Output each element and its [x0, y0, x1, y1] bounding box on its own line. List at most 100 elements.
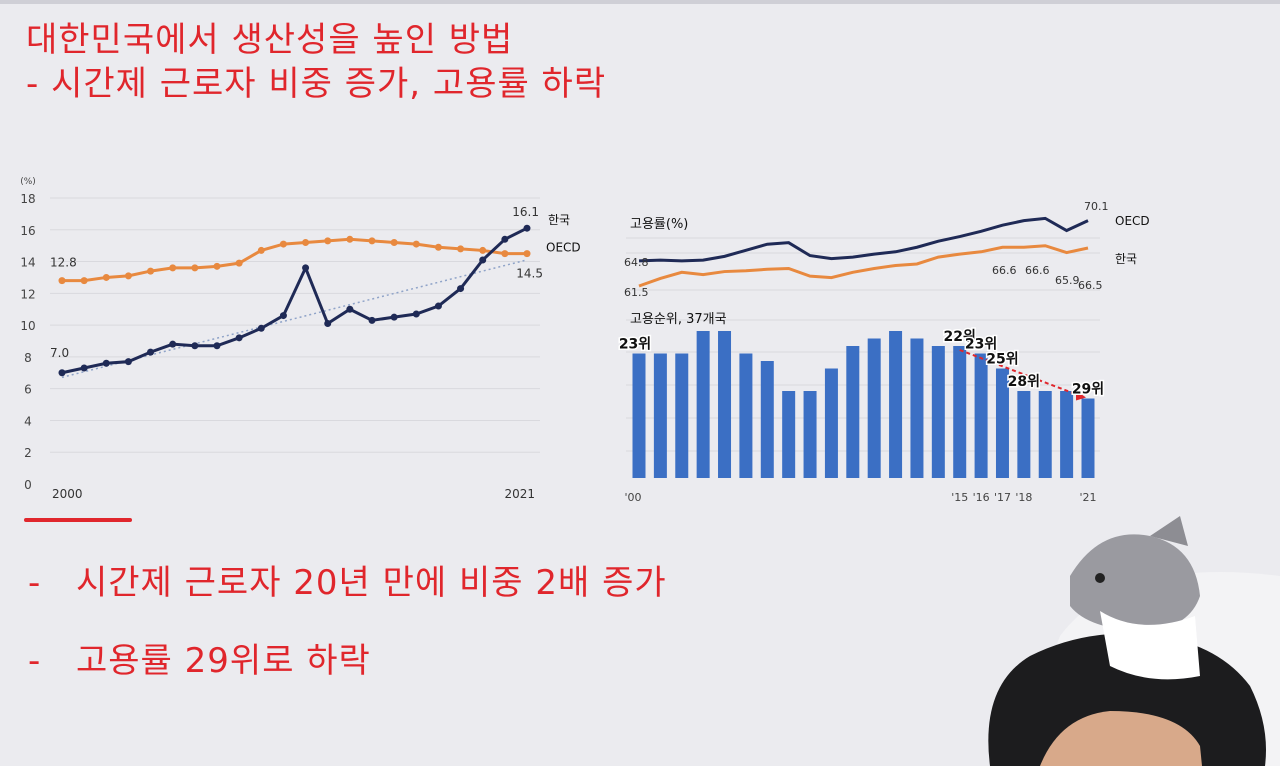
chart2-rank-label: 23위 — [965, 337, 997, 353]
chart1-x-tick-label: 2021 — [504, 487, 535, 501]
chart1-oecd-point — [279, 240, 287, 248]
chart1-unit-label: (%) — [20, 177, 36, 187]
chart2-rank-label: 25위 — [986, 352, 1018, 368]
chart1-korea-point — [191, 342, 199, 350]
chart1-korea-point — [147, 348, 155, 356]
chart1-legend-korea: 한국 — [548, 213, 570, 227]
red-underline — [24, 518, 132, 522]
chart1-y-tick-label: 14 — [20, 256, 35, 270]
bullet-list: - 시간제 근로자 20년 만에 비중 2배 증가 - 고용률 29위로 하락 — [28, 560, 667, 716]
chart1-oecd-point — [390, 238, 398, 246]
chart1-y-tick-label: 2 — [24, 446, 32, 460]
chart1-oecd-point — [457, 245, 465, 253]
chart2-rank-bar — [910, 338, 924, 478]
chart1-oecd-point — [412, 240, 420, 248]
chart2-x-tick-label: '15 — [951, 491, 968, 504]
chart1-korea-point — [390, 313, 398, 321]
chart1-korea-point — [102, 359, 110, 367]
chart1-oecd-point — [434, 243, 442, 251]
chart1-data-label: 14.5 — [516, 267, 543, 281]
chart1-korea-point — [523, 224, 531, 232]
chart2-data-label: 66.6 — [992, 264, 1017, 277]
chart1-korea-point — [58, 369, 66, 377]
chart1-lines — [61, 226, 528, 379]
chart2-rank-bar — [718, 331, 732, 478]
chart1-korea-point — [324, 320, 332, 328]
slide-title: 대한민국에서 생산성을 높인 방법 - 시간제 근로자 비중 증가, 고용률 하… — [26, 18, 606, 106]
title-line-2: - 시간제 근로자 비중 증가, 고용률 하락 — [26, 64, 607, 104]
chart2-rank-label: 22위 — [944, 329, 976, 345]
chart2-rank-trend — [959, 349, 1083, 398]
chart1-oecd-point — [501, 250, 509, 258]
chart1-korea-point — [279, 312, 287, 320]
chart1-korea-point — [412, 310, 420, 318]
chart1-oecd-point — [479, 246, 487, 254]
presenter-webcam — [988, 516, 1280, 766]
chart1-korea-point — [368, 316, 376, 324]
chart1-legend-oecd: OECD — [546, 241, 581, 255]
chart1-oecd-point — [235, 259, 243, 267]
chart1-oecd-point — [346, 235, 354, 243]
chart1-y-tick-label: 8 — [24, 351, 32, 365]
chart1-series-oecd-line — [62, 237, 527, 283]
chart1-y-ticks: 0 2 4 6 8 10 12 14 16 18 (%) — [20, 177, 36, 492]
chart1-y-tick-label: 4 — [24, 414, 32, 428]
chart2-rank-bar — [632, 353, 646, 478]
bullet-dash: - — [28, 641, 42, 681]
chart1-y-tick-label: 16 — [20, 224, 35, 238]
chart2-bars — [632, 331, 1095, 478]
chart1-data-label: 16.1 — [512, 205, 539, 219]
chart1-korea-point — [302, 264, 310, 272]
chart1-oecd-point — [368, 237, 376, 245]
employment-chart: 고용률(%) OECD 한국 70.1 64.8 61.5 66.6 66.6 65.966.5… — [617, 200, 1149, 504]
chart1-labels: 2000 2021 7.0 12.8 16.1 14.5 한국 OECD — [50, 205, 581, 501]
part-time-share-chart: 0 2 4 6 8 10 12 14 16 18 (%) 2000 2021 7.0 12.8 16.1 14… — [20, 177, 581, 501]
chart2-rank-bar — [739, 353, 753, 478]
chart2-data-label: 66.5 — [1078, 279, 1103, 292]
chart2-labels: 고용률(%) OECD 한국 70.1 64.8 61.5 66.6 66.6 65.966.5… — [617, 200, 1149, 504]
chart2-rank-bar — [995, 368, 1009, 478]
chart1-oecd-point — [191, 264, 199, 272]
chart1-points — [58, 224, 531, 377]
bullet-text: 시간제 근로자 20년 만에 비중 2배 증가 — [76, 563, 667, 603]
bullet-text: 고용률 29위로 하락 — [76, 641, 371, 681]
bullet-dash: - — [28, 563, 42, 603]
chart2-x-tick-label: '00 — [624, 491, 641, 504]
chart2-data-label: 70.1 — [1084, 200, 1109, 213]
chart1-oecd-point — [324, 237, 332, 245]
chart2-series-oecd-line — [638, 216, 1089, 263]
chart2-rank-bar — [867, 338, 881, 478]
chart1-oecd-point — [102, 273, 110, 281]
chart2-x-tick-label: '21 — [1079, 491, 1096, 504]
chart2-rank-bar — [846, 346, 860, 478]
chart1-korea-point — [457, 285, 465, 293]
chart1-korea-point — [434, 302, 442, 310]
chart2-rank-bar — [1060, 391, 1074, 478]
chart1-oecd-point — [124, 272, 132, 280]
chart2-data-label: 61.5 — [624, 286, 649, 299]
chart1-oecd-point — [213, 262, 221, 270]
chart2-bar-title: 고용순위, 37개국 — [630, 312, 727, 327]
chart2-x-tick-label: '18 — [1015, 491, 1032, 504]
chart2-series-korea-line — [638, 244, 1089, 288]
chart2-rank-bar — [889, 331, 903, 478]
chart2-rank-label: 29위 — [1072, 382, 1104, 398]
chart2-rank-trend-arrow — [1076, 390, 1086, 401]
bullet-1: - 시간제 근로자 20년 만에 비중 2배 증가 — [28, 560, 667, 606]
top-rule — [0, 0, 1280, 4]
chart2-rank-bar — [803, 391, 817, 478]
chart1-y-tick-label: 18 — [20, 192, 35, 206]
chart2-rank-bar — [1017, 391, 1031, 478]
chart1-y-tick-label: 0 — [24, 478, 32, 492]
title-line-1: 대한민국에서 생산성을 높인 방법 — [26, 20, 514, 60]
chart1-series-korea-line — [61, 226, 528, 375]
chart2-rank-bar — [953, 346, 967, 478]
chart2-rank-bar — [675, 353, 689, 478]
chart2-grid — [626, 237, 1100, 452]
chart2-rank-label: 23위 — [619, 337, 651, 353]
chart1-korea-point — [501, 235, 509, 243]
chart2-x-tick-label: '16 — [973, 491, 990, 504]
chart2-rank-bar — [974, 353, 988, 478]
chart1-oecd-point — [147, 267, 155, 275]
chart1-korea-point — [169, 340, 177, 348]
